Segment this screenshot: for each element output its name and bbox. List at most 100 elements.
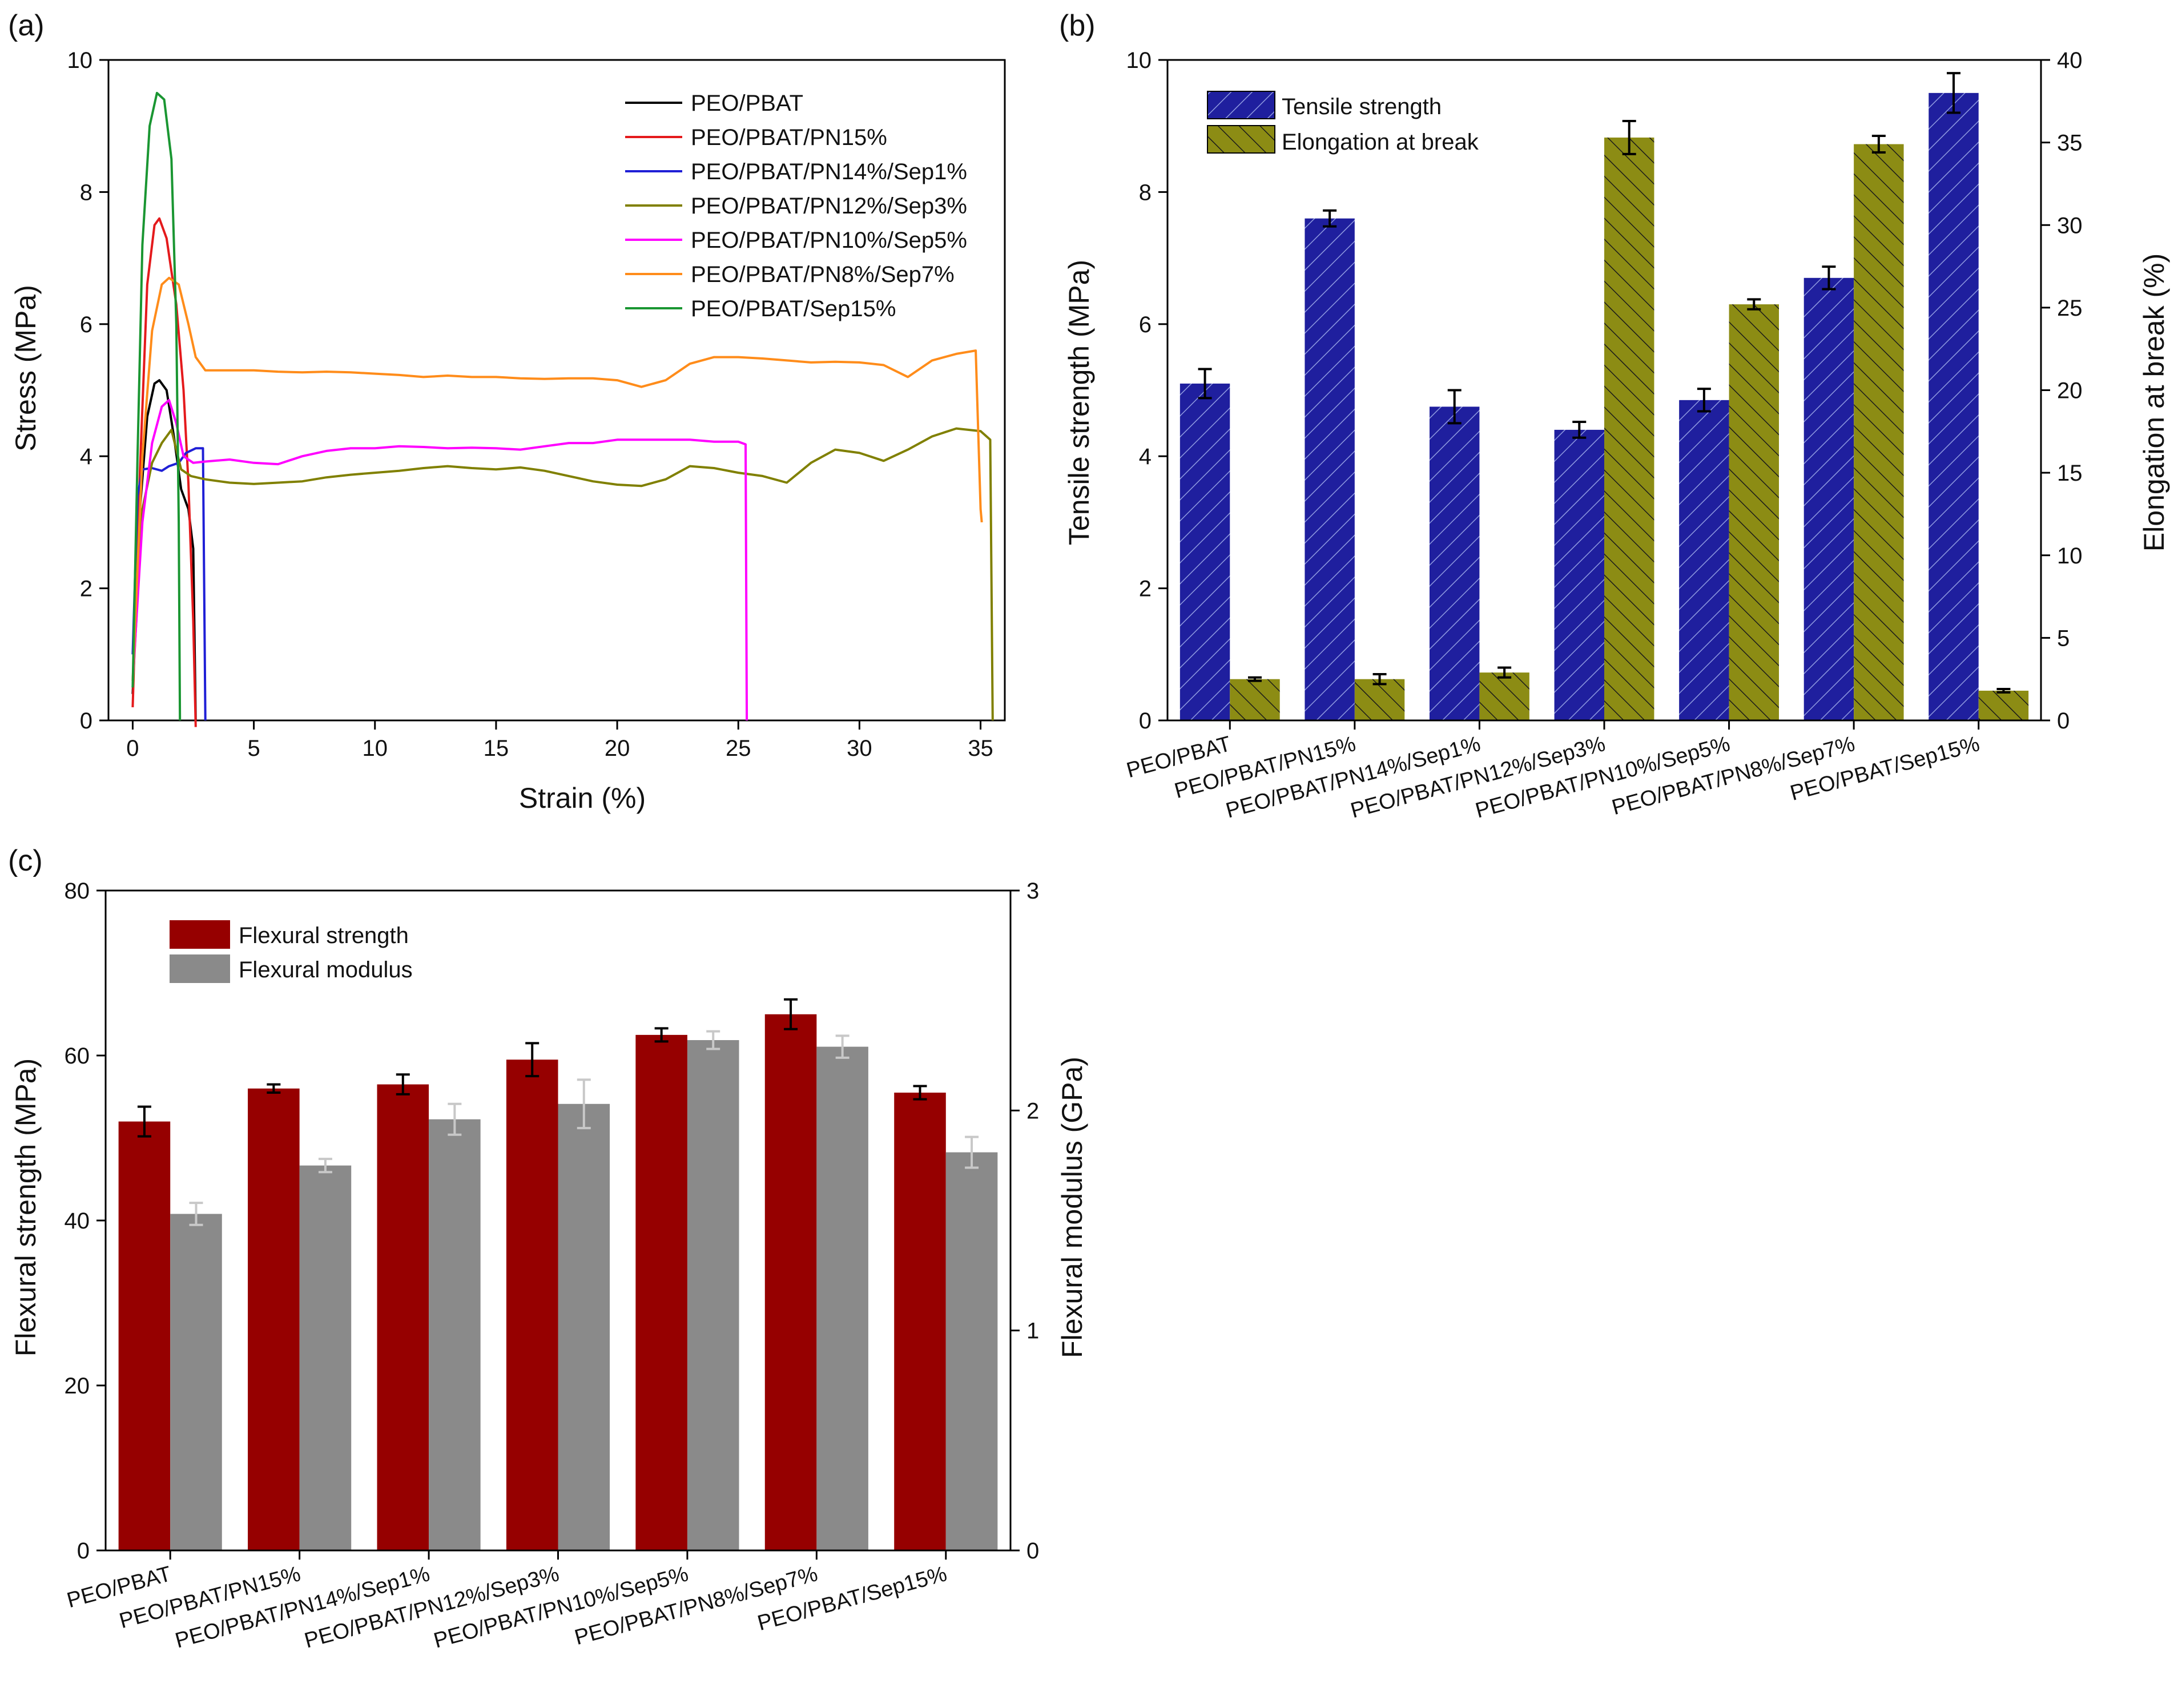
bar-elongation-at-break-peo-pbat-pn8-sep7 [1854, 144, 1904, 720]
left-tick-label: 0 [77, 1538, 90, 1564]
bar-elongation-at-break-peo-pbat-pn10-sep5 [1729, 304, 1779, 720]
legend-label-flexural-strength: Flexural strength [239, 923, 409, 948]
panel-c-frame-top [104, 889, 1012, 1552]
bar-flexural-strength-peo-pbat-pn12-sep3 [506, 1060, 558, 1550]
y-tick-label: 4 [80, 444, 92, 469]
right-tick-label: 20 [2057, 378, 2083, 404]
panel-b-legend: Tensile strength Elongation at break [1207, 91, 1479, 155]
panel-b-left-axis-label: Tensile strength (MPa) [1063, 260, 1095, 545]
bar-tensile-strength-peo-pbat-pn12-sep3 [1554, 429, 1604, 720]
y-tick-label: 10 [67, 48, 93, 73]
right-tick-label: 40 [2057, 48, 2083, 73]
right-tick-label: 0 [1026, 1538, 1039, 1564]
legend-label-peo-pbat: PEO/PBAT [691, 91, 803, 116]
panel-b-frame-top [1166, 59, 2042, 722]
bar-tensile-strength-peo-pbat-sep15 [1929, 92, 1979, 721]
bar-tensile-strength-peo-pbat-pn8-sep7 [1803, 277, 1854, 720]
left-tick-label: 10 [1126, 48, 1152, 73]
left-tick-label: 2 [1139, 577, 1152, 602]
bar-flexural-modulus-peo-pbat-pn8-sep7 [816, 1046, 868, 1550]
series-line-peo-pbat-pn8-sep7 [131, 276, 983, 681]
legend-label-tensile-strength: Tensile strength [1282, 94, 1442, 119]
bar-flexural-modulus-peo-pbat-pn10-sep5 [687, 1040, 739, 1550]
bar-flexural-modulus-peo-pbat-pn14-sep1 [429, 1119, 481, 1550]
panel-c: (c) 0204060800123PEO/PBATPEO/PBAT/PN15%P… [8, 844, 1088, 1653]
bar-tensile-strength-peo-pbat [1179, 383, 1230, 720]
x-tick-label: 30 [847, 736, 872, 761]
right-tick-label: 2 [1026, 1098, 1039, 1123]
x-tick-label: 5 [247, 736, 260, 761]
series-line-peo-pbat-pn15 [131, 217, 197, 727]
bar-flexural-modulus-peo-pbat [170, 1214, 222, 1550]
panel-b-label: (b) [1059, 9, 1096, 42]
legend-label-pn15: PEO/PBAT/PN15% [691, 125, 887, 150]
legend-swatch-flexural-strength [170, 920, 230, 949]
right-tick-label: 30 [2057, 213, 2083, 238]
left-tick-label: 6 [1139, 312, 1152, 337]
panel-c-legend: Flexural strength Flexural modulus [170, 920, 413, 983]
panel-a-x-axis-label: Strain (%) [519, 782, 646, 814]
bar-tensile-strength-peo-pbat-pn10-sep5 [1679, 400, 1729, 720]
panel-b-plot-area: 02468100510152025303540PEO/PBATPEO/PBAT/… [1124, 48, 2083, 823]
bar-tensile-strength-peo-pbat-pn14-sep1 [1430, 406, 1480, 720]
left-tick-label: 20 [65, 1373, 90, 1399]
legend-label-pn14-sep1: PEO/PBAT/PN14%/Sep1% [691, 159, 967, 184]
y-tick-label: 2 [80, 577, 92, 602]
legend-label-pn8-sep7: PEO/PBAT/PN8%/Sep7% [691, 262, 955, 287]
series-line-peo-pbat-pn10-sep5 [131, 398, 748, 721]
legend-swatch-tensile-strength [1207, 91, 1275, 119]
left-tick-label: 0 [1139, 708, 1152, 734]
legend-swatch-flexural-modulus [170, 954, 230, 983]
panel-a-plot-area: 0 5 10 15 20 25 30 35 0 2 4 6 8 10 [67, 48, 1006, 761]
panel-c-label: (c) [8, 844, 43, 877]
left-tick-label: 4 [1139, 444, 1152, 469]
panel-a-label: (a) [8, 9, 45, 42]
left-tick-label: 60 [65, 1044, 90, 1069]
panel-a: (a) 0 5 10 15 20 25 30 35 0 2 4 6 8 10 Strain (%) Str… [8, 9, 1006, 814]
right-tick-label: 10 [2057, 543, 2083, 569]
legend-swatch-elongation [1207, 125, 1275, 154]
x-tick-label: 20 [605, 736, 630, 761]
panel-c-left-axis-label: Flexural strength (MPa) [10, 1058, 42, 1356]
bar-elongation-at-break-peo-pbat [1230, 679, 1280, 720]
bar-elongation-at-break-peo-pbat-pn12-sep3 [1604, 137, 1654, 720]
legend-label-elongation: Elongation at break [1282, 130, 1479, 155]
bar-flexural-strength-peo-pbat [118, 1121, 171, 1550]
right-tick-label: 35 [2057, 131, 2083, 156]
legend-label-flexural-modulus: Flexural modulus [239, 957, 413, 982]
right-tick-label: 5 [2057, 626, 2070, 651]
legend-label-sep15: PEO/PBAT/Sep15% [691, 296, 896, 321]
right-tick-label: 3 [1026, 879, 1039, 904]
x-tick-label: 0 [126, 736, 139, 761]
bar-flexural-modulus-peo-pbat-sep15 [945, 1152, 998, 1550]
x-tick-label: 15 [484, 736, 509, 761]
legend-label-pn10-sep5: PEO/PBAT/PN10%/Sep5% [691, 228, 967, 253]
left-tick-label: 8 [1139, 180, 1152, 205]
series-line-peo-pbat-pn12-sep3 [131, 427, 994, 721]
y-tick-label: 8 [80, 180, 92, 205]
bar-elongation-at-break-peo-pbat-sep15 [1978, 690, 2029, 720]
legend-label-pn12-sep3: PEO/PBAT/PN12%/Sep3% [691, 194, 967, 219]
panel-b-right-axis-label: Elongation at break (%) [2138, 253, 2170, 552]
x-tick-label: 25 [726, 736, 751, 761]
bar-elongation-at-break-peo-pbat-pn14-sep1 [1479, 672, 1529, 720]
x-tick-label: 35 [968, 736, 993, 761]
left-tick-label: 40 [65, 1209, 90, 1234]
bar-flexural-strength-peo-pbat-sep15 [894, 1093, 946, 1550]
panel-c-plot-area: 0204060800123PEO/PBATPEO/PBAT/PN15%PEO/P… [65, 879, 1040, 1653]
panel-a-legend: PEO/PBAT PEO/PBAT/PN15% PEO/PBAT/PN14%/S… [625, 91, 967, 321]
bar-tensile-strength-peo-pbat-pn15 [1305, 218, 1355, 720]
right-tick-label: 25 [2057, 296, 2083, 321]
series-line-peo-pbat-sep15 [131, 91, 182, 721]
left-tick-label: 80 [65, 879, 90, 904]
bar-flexural-strength-peo-pbat-pn14-sep1 [377, 1084, 429, 1550]
bar-flexural-strength-peo-pbat-pn10-sep5 [635, 1034, 687, 1550]
bar-flexural-strength-peo-pbat-pn15 [248, 1088, 300, 1550]
bar-flexural-strength-peo-pbat-pn8-sep7 [764, 1014, 817, 1550]
right-tick-label: 15 [2057, 461, 2083, 486]
panel-c-right-axis-label: Flexural modulus (GPa) [1056, 1057, 1088, 1358]
bar-flexural-modulus-peo-pbat-pn12-sep3 [558, 1103, 610, 1550]
panel-a-y-axis-label: Stress (MPa) [10, 285, 42, 452]
right-tick-label: 0 [2057, 708, 2070, 734]
y-tick-label: 0 [80, 708, 92, 734]
